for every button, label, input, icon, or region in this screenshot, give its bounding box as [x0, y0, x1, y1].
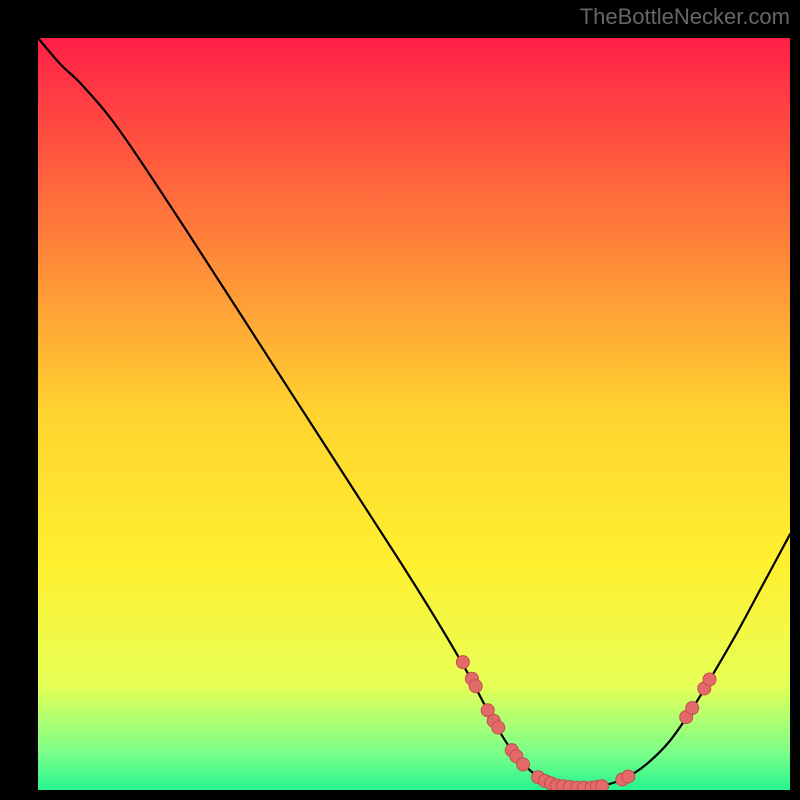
- data-marker: [703, 673, 716, 686]
- chart-overlay-svg: [0, 0, 800, 800]
- bottleneck-chart: TheBottleNecker.com: [0, 0, 800, 800]
- watermark-text: TheBottleNecker.com: [580, 4, 790, 30]
- data-marker: [686, 702, 699, 715]
- data-marker: [622, 770, 635, 783]
- data-marker: [469, 680, 482, 693]
- bottleneck-curve: [38, 38, 790, 788]
- data-marker: [596, 780, 609, 793]
- data-marker: [456, 656, 469, 669]
- data-marker: [492, 721, 505, 734]
- data-marker: [517, 758, 530, 771]
